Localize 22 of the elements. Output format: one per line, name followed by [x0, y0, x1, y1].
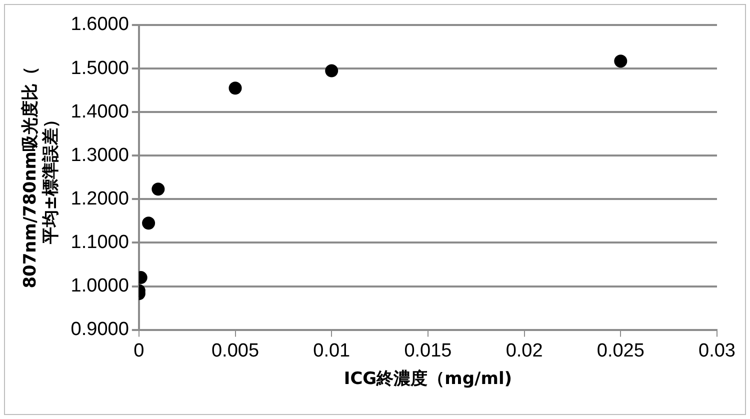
y-tick-label: 1.5000: [70, 58, 129, 79]
y-tick-label: 1.6000: [70, 14, 129, 36]
y-tick-label: 1.2000: [70, 188, 129, 210]
point: [152, 182, 165, 196]
point: [614, 54, 628, 68]
x-tick-label: 0.005: [211, 340, 260, 362]
x-tick-label: 0: [134, 340, 144, 362]
x-tick-label: 0.015: [404, 340, 452, 362]
y-tick-label: 1.4000: [70, 101, 129, 122]
x-tick-label: 0.02: [506, 340, 543, 362]
y-tick-label: 0.9000: [70, 319, 129, 340]
x-tick-label: 0.03: [698, 340, 736, 362]
y-tick-label: 1.0000: [70, 275, 129, 296]
x-tick-label: 0.01: [313, 340, 350, 362]
y-tick-label: 1.1000: [70, 232, 129, 253]
y-tick-label: 1.3000: [70, 144, 129, 166]
x-tick-label: 0.025: [596, 340, 644, 362]
point: [325, 64, 338, 78]
x-axis-title: ICG終濃度（mg/ml): [344, 369, 512, 390]
y-axis-title: 807nm/780nm吸光度比（平均±標準誤差）: [20, 66, 62, 288]
point: [228, 82, 242, 95]
point: [142, 216, 156, 230]
